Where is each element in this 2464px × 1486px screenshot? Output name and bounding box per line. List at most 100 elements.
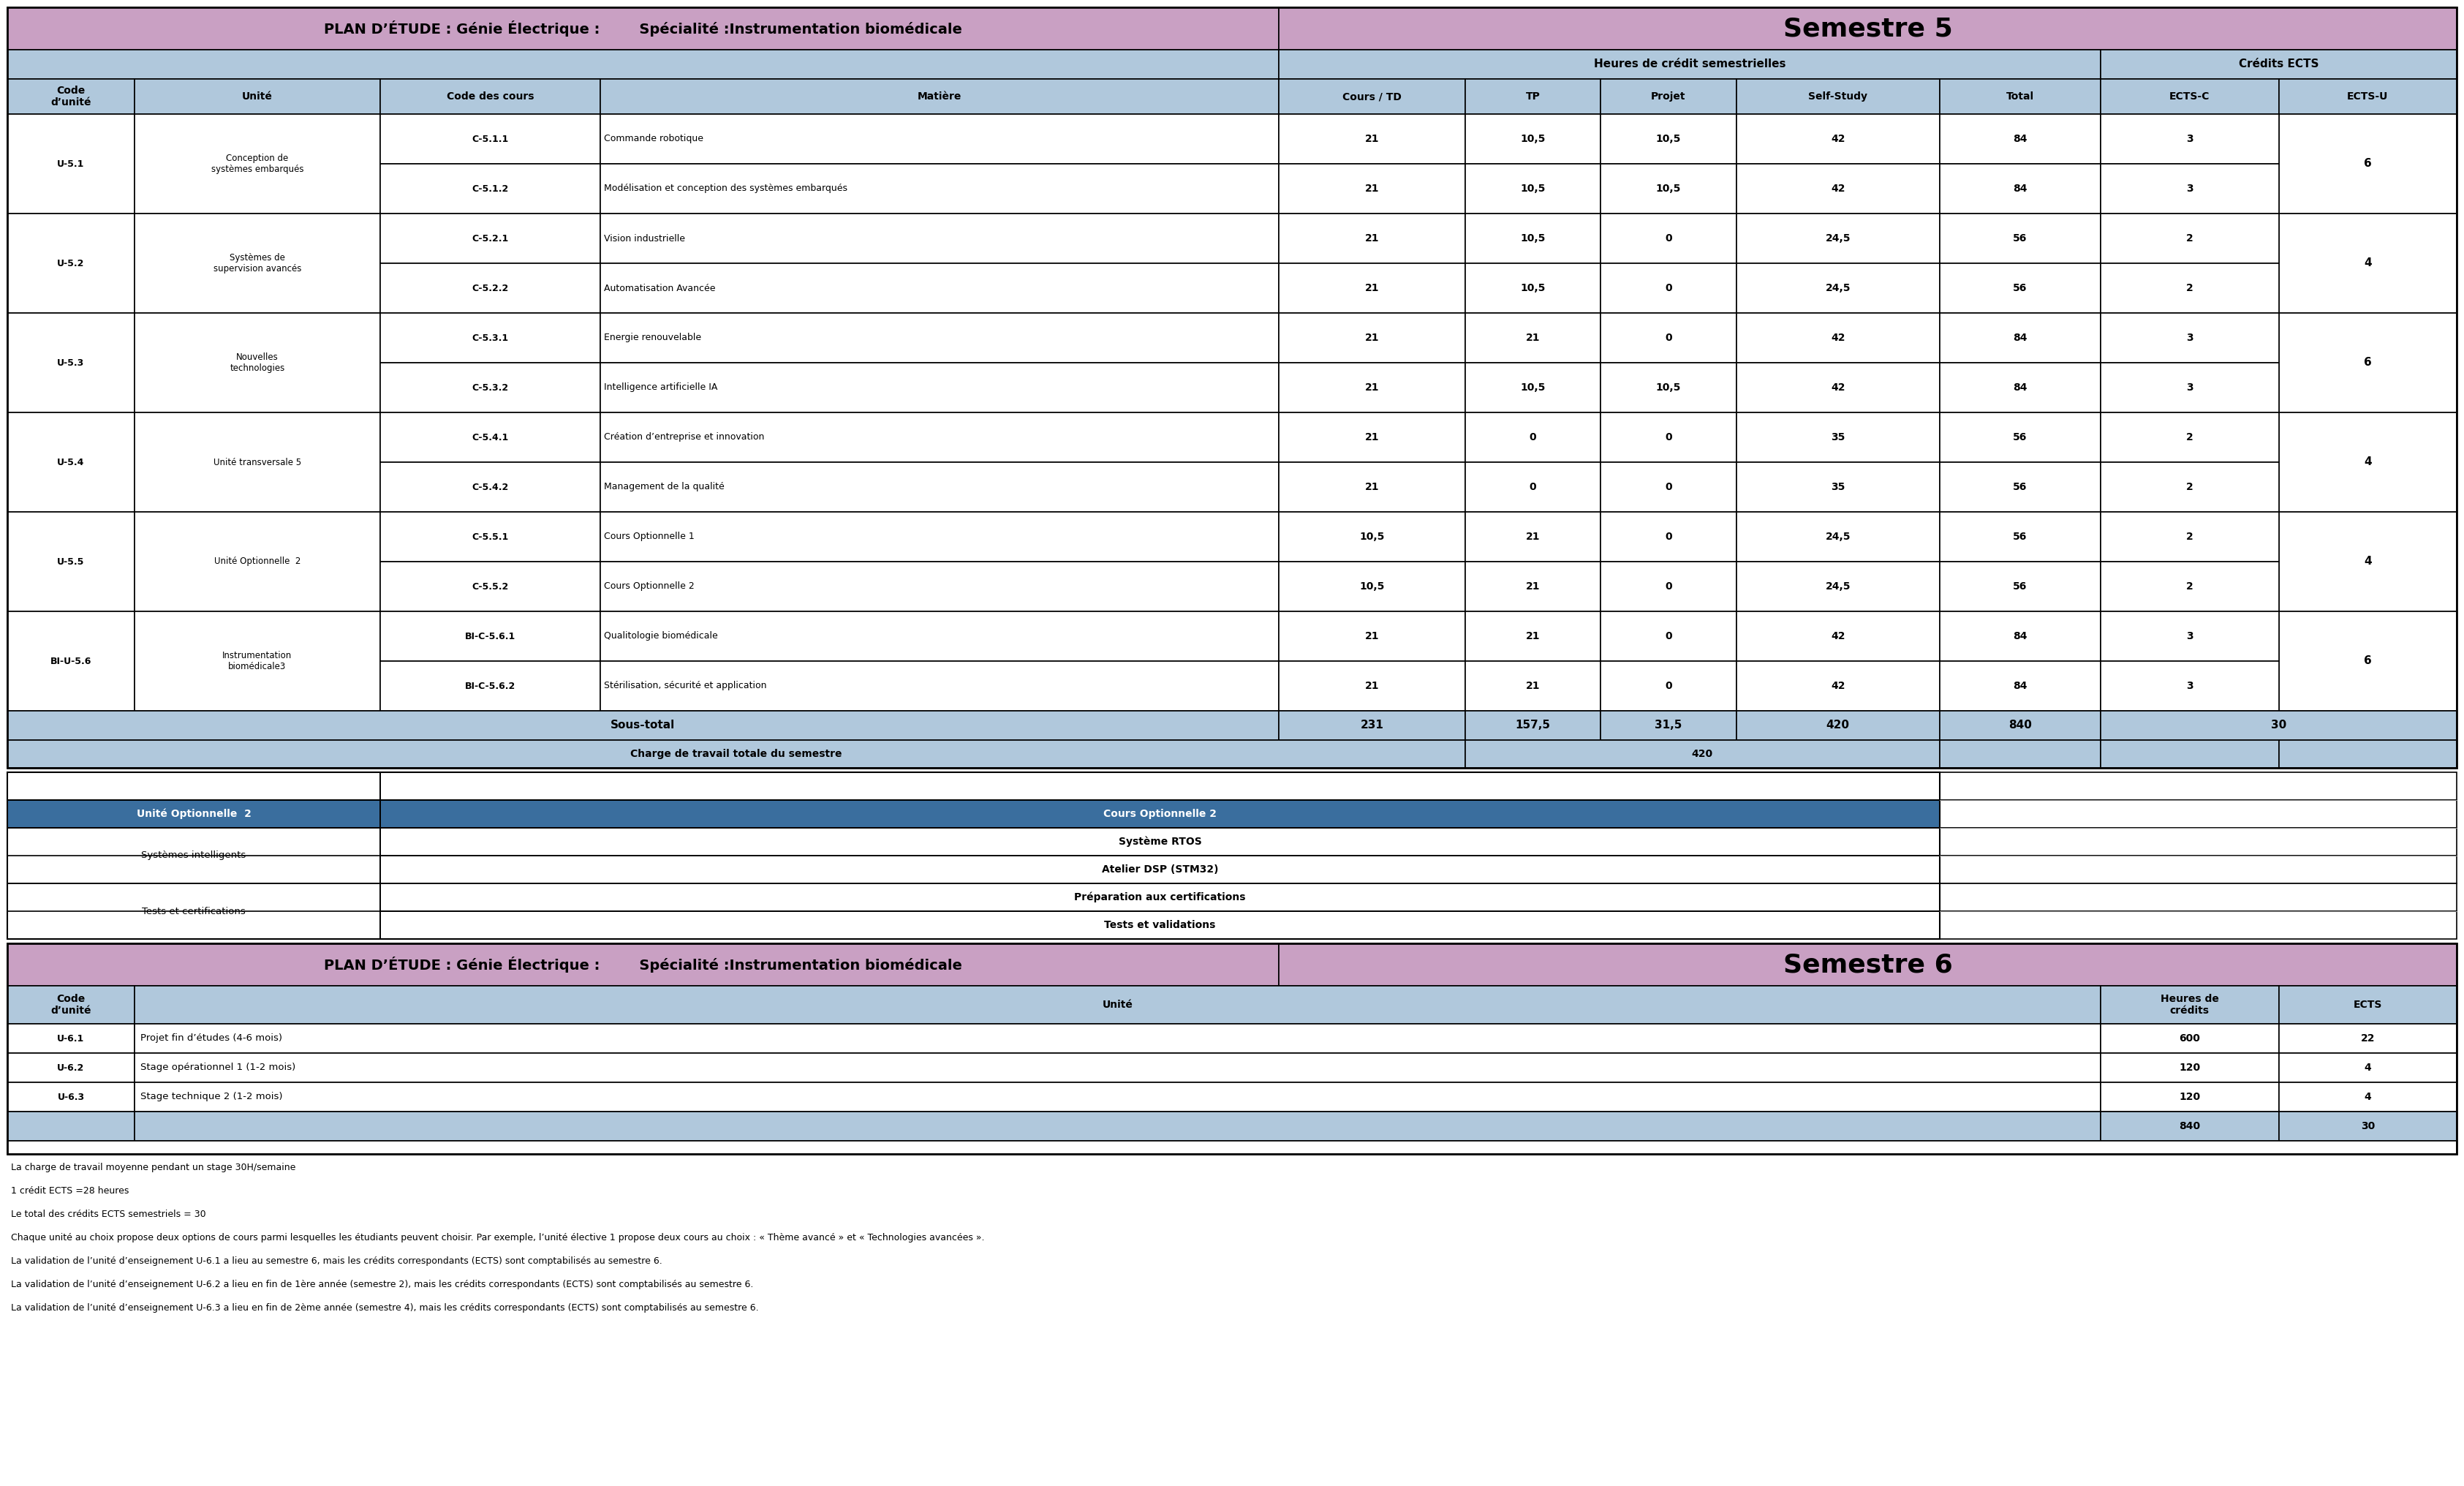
Text: 0: 0 <box>1666 581 1673 591</box>
Bar <box>7 773 1939 939</box>
Bar <box>2279 1024 2457 1054</box>
Text: Atelier DSP (STM32): Atelier DSP (STM32) <box>1101 865 1217 875</box>
Text: 84: 84 <box>2013 134 2028 144</box>
Bar <box>1939 911 2457 939</box>
Bar <box>1737 79 1939 114</box>
Text: 3: 3 <box>2186 632 2193 642</box>
Bar <box>1737 661 1939 710</box>
Text: 10,5: 10,5 <box>1360 532 1385 542</box>
Text: Management de la qualité: Management de la qualité <box>604 483 724 492</box>
Bar <box>1939 828 2457 856</box>
Text: 30: 30 <box>2361 1120 2375 1131</box>
Bar <box>2102 114 2279 163</box>
Text: 6: 6 <box>2363 655 2373 667</box>
Text: Unité: Unité <box>241 92 274 101</box>
Bar <box>2279 985 2457 1024</box>
Text: 10,5: 10,5 <box>1656 184 1680 193</box>
Bar <box>2279 1054 2457 1082</box>
Bar <box>7 944 1279 985</box>
Text: 21: 21 <box>1365 632 1380 642</box>
Text: Commande robotique: Commande robotique <box>604 134 705 144</box>
Bar <box>1602 413 1737 462</box>
Text: 2: 2 <box>2186 432 2193 443</box>
Text: 22: 22 <box>2361 1033 2375 1043</box>
Text: 24,5: 24,5 <box>1826 532 1850 542</box>
Text: Systèmes de
supervision avancés: Systèmes de supervision avancés <box>214 253 301 273</box>
Bar <box>1737 263 1939 314</box>
Bar <box>136 511 379 611</box>
Bar <box>379 611 601 661</box>
Bar <box>2279 611 2457 710</box>
Bar <box>601 79 1279 114</box>
Text: 42: 42 <box>1831 382 1846 392</box>
Bar <box>2102 511 2279 562</box>
Text: 84: 84 <box>2013 382 2028 392</box>
Text: Heures de
crédits: Heures de crédits <box>2161 994 2220 1016</box>
Text: La charge de travail moyenne pendant un stage 30H/semaine: La charge de travail moyenne pendant un … <box>10 1162 296 1172</box>
Text: 84: 84 <box>2013 184 2028 193</box>
Text: 10,5: 10,5 <box>1520 184 1545 193</box>
Bar <box>7 1024 136 1054</box>
Text: Code des cours: Code des cours <box>446 92 535 101</box>
Bar <box>7 511 136 611</box>
Text: 0: 0 <box>1666 432 1673 443</box>
Bar <box>1466 511 1602 562</box>
Bar <box>136 79 379 114</box>
Text: 4: 4 <box>2363 456 2370 468</box>
Text: 21: 21 <box>1525 681 1540 691</box>
Text: Projet fin d’études (4-6 mois): Projet fin d’études (4-6 mois) <box>140 1034 283 1043</box>
Bar <box>7 883 379 939</box>
Bar <box>2279 314 2457 413</box>
Text: 3: 3 <box>2186 382 2193 392</box>
Text: 0: 0 <box>1666 681 1673 691</box>
Bar <box>7 611 136 710</box>
Bar <box>2102 462 2279 511</box>
Bar <box>136 1024 2102 1054</box>
Bar <box>2102 1082 2279 1112</box>
Text: 56: 56 <box>2013 481 2028 492</box>
Bar <box>2102 79 2279 114</box>
Bar <box>7 314 136 413</box>
Bar <box>7 214 136 314</box>
Bar <box>379 828 1939 856</box>
Text: 0: 0 <box>1530 432 1538 443</box>
Text: BI-U-5.6: BI-U-5.6 <box>49 657 91 666</box>
Text: 21: 21 <box>1365 481 1380 492</box>
Bar <box>1466 163 1602 214</box>
Bar <box>1279 462 1466 511</box>
Text: PLAN D’ÉTUDE : Génie Électrique :        Spécialité :Instrumentation biomédicale: PLAN D’ÉTUDE : Génie Électrique : Spécia… <box>323 21 961 37</box>
Text: 3: 3 <box>2186 184 2193 193</box>
Bar <box>7 710 1279 740</box>
Text: Crédits ECTS: Crédits ECTS <box>2240 59 2319 70</box>
Bar <box>2102 1112 2279 1141</box>
Text: U-6.2: U-6.2 <box>57 1062 84 1073</box>
Text: 24,5: 24,5 <box>1826 581 1850 591</box>
Text: 42: 42 <box>1831 184 1846 193</box>
Bar <box>601 363 1279 413</box>
Text: 21: 21 <box>1365 134 1380 144</box>
Bar <box>1737 462 1939 511</box>
Bar <box>1279 114 1466 163</box>
Bar <box>7 413 136 511</box>
Text: 2: 2 <box>2186 233 2193 244</box>
Bar <box>136 611 379 710</box>
Text: 24,5: 24,5 <box>1826 282 1850 293</box>
Bar <box>379 883 1939 911</box>
Text: 31,5: 31,5 <box>1656 719 1683 731</box>
Text: 42: 42 <box>1831 681 1846 691</box>
Text: C-5.5.1: C-5.5.1 <box>473 532 508 541</box>
Bar <box>1737 363 1939 413</box>
Text: C-5.4.1: C-5.4.1 <box>473 432 508 441</box>
Text: U-5.3: U-5.3 <box>57 358 84 367</box>
Bar <box>379 511 601 562</box>
Bar <box>1939 263 2102 314</box>
Bar <box>2279 114 2457 214</box>
Text: 21: 21 <box>1365 184 1380 193</box>
Text: Unité Optionnelle  2: Unité Optionnelle 2 <box>136 808 251 819</box>
Bar <box>1939 883 2457 911</box>
Bar <box>136 314 379 413</box>
Text: 42: 42 <box>1831 632 1846 642</box>
Bar <box>1737 163 1939 214</box>
Text: Stage technique 2 (1-2 mois): Stage technique 2 (1-2 mois) <box>140 1092 283 1101</box>
Bar <box>2279 511 2457 611</box>
